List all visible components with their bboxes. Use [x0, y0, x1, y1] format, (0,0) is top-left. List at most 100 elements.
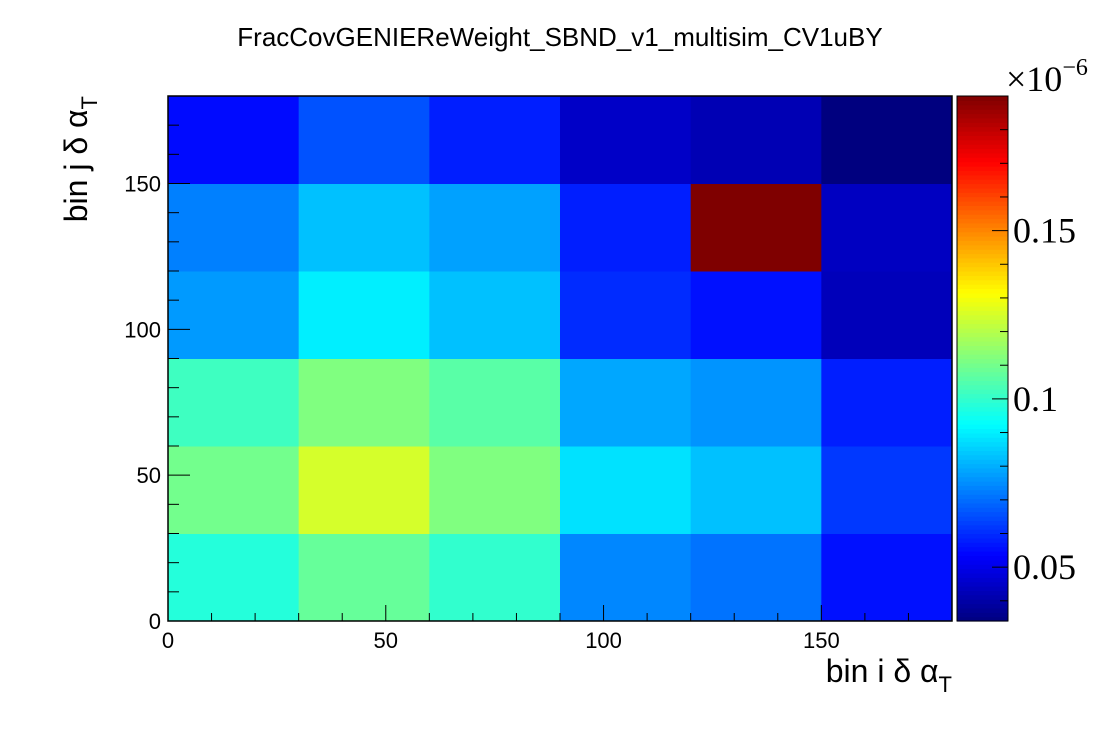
colorbar-segment	[957, 494, 1008, 500]
heatmap-cell-1-2	[298, 358, 430, 447]
colorbar-segment	[957, 603, 1008, 609]
color-scale-bar: 0.05 0.1 0.15	[956, 95, 1076, 622]
colorbar-segment	[957, 489, 1008, 495]
heatmap-cell-3-2	[560, 358, 692, 447]
heatmap-cell-1-4	[298, 183, 430, 272]
colorbar-segment	[957, 306, 1008, 311]
x-tick-label-2: 100	[585, 628, 622, 653]
colorbar-segment	[957, 594, 1008, 600]
colorbar-segment	[957, 131, 1008, 136]
colorbar-segment	[957, 236, 1008, 241]
colorbar-segment	[957, 279, 1008, 285]
colorbar-segment	[957, 345, 1008, 351]
colorbar-segment	[957, 187, 1008, 193]
colorbar-segment	[957, 380, 1008, 386]
heatmap-cell-3-0	[560, 533, 692, 622]
heatmap-cell-0-2	[168, 358, 300, 447]
heatmap-cell-2-2	[429, 358, 561, 447]
y-tick-label-3: 150	[124, 172, 161, 197]
colorbar-segment	[957, 389, 1008, 395]
colorbar-segment	[957, 201, 1008, 206]
colorbar-segment	[957, 459, 1008, 465]
x-tick-label-1: 50	[374, 628, 398, 653]
x-axis-label: bin i δ αT	[826, 653, 952, 697]
colorbar-segment	[957, 341, 1008, 346]
colorbar-segment	[957, 288, 1008, 294]
colorbar-segment	[957, 428, 1008, 434]
heatmap-cell-1-1	[298, 446, 430, 534]
heatmap-cell-2-1	[429, 446, 561, 534]
colorbar-segment	[957, 568, 1008, 574]
colorbar-segment	[957, 310, 1008, 316]
colorbar-segment	[957, 196, 1008, 202]
colorbar-segment	[957, 122, 1008, 128]
colorbar-segment	[957, 551, 1008, 556]
colorbar-segment	[957, 546, 1008, 552]
z-exponent-power: −6	[1062, 55, 1088, 81]
colorbar-segment	[957, 354, 1008, 360]
heatmap-cell-5-0	[821, 533, 953, 622]
colorbar-segment	[957, 599, 1008, 605]
y-axis-label: bin j δ αT	[58, 96, 102, 222]
colorbar-segment	[957, 376, 1008, 381]
y-tick-label-2: 100	[124, 317, 161, 342]
colorbar-segment	[957, 144, 1008, 150]
colorbar-segment	[957, 227, 1008, 233]
colorbar-segment	[957, 371, 1008, 377]
colorbar-segment	[957, 507, 1008, 513]
colorbar-segment	[957, 104, 1008, 110]
colorbar-segment	[957, 266, 1008, 272]
y-tick-label-1: 50	[137, 463, 161, 488]
colorbar-segment	[957, 166, 1008, 171]
heatmap-cell-4-5	[690, 96, 822, 184]
colorbar-segment	[957, 537, 1008, 543]
colorbar-segment	[957, 262, 1008, 268]
colorbar-segment	[957, 581, 1008, 587]
y-axis-label-group: bin j δ αT	[58, 96, 102, 222]
colorbar-segment	[957, 590, 1008, 596]
x-tick-label-3: 150	[803, 628, 840, 653]
colorbar-segment	[957, 244, 1008, 250]
colorbar-segment	[957, 336, 1008, 342]
colorbar-segment	[957, 157, 1008, 163]
heatmap-cell-2-0	[429, 533, 561, 622]
colorbar-segment	[957, 411, 1008, 416]
colorbar-segment	[957, 214, 1008, 220]
colorbar-segment	[957, 481, 1008, 486]
heatmap-cell-5-2	[821, 358, 953, 447]
colorbar-segment	[957, 511, 1008, 517]
heatmap-cell-5-1	[821, 446, 953, 534]
colorbar-segment	[957, 314, 1008, 320]
colorbar-segment	[957, 424, 1008, 430]
x-tick-label-0: 0	[162, 628, 174, 653]
colorbar-segment	[957, 174, 1008, 180]
colorbar-segment	[957, 179, 1008, 185]
heatmap-cell-3-3	[560, 271, 692, 359]
colorbar-segment	[957, 572, 1008, 578]
colorbar-segment	[957, 109, 1008, 115]
colorbar-segment	[957, 275, 1008, 281]
colorbar-segment	[957, 406, 1008, 412]
colorbar-segment	[957, 555, 1008, 561]
colorbar-segment	[957, 432, 1008, 438]
heatmap-cell-5-5	[821, 96, 953, 184]
colorbar-segment	[957, 362, 1008, 368]
colorbar-segment	[957, 607, 1008, 613]
colorbar-segment	[957, 564, 1008, 570]
z-exponent-base: ×10	[1006, 59, 1062, 99]
colorbar-segment	[957, 205, 1008, 211]
heatmap-cells	[168, 96, 953, 622]
colorbar-segment	[957, 520, 1008, 526]
colorbar-segment	[957, 292, 1008, 298]
colorbar-segment	[957, 419, 1008, 425]
colorbar-segment	[957, 297, 1008, 303]
colorbar-segment	[957, 113, 1008, 119]
colorbar-segment	[957, 100, 1008, 106]
colorbar-segment	[957, 397, 1008, 403]
colorbar-segment	[957, 249, 1008, 255]
heatmap-cell-4-4	[690, 183, 822, 272]
colorbar-segment	[957, 327, 1008, 333]
x-axis-label-sub: T	[939, 672, 952, 697]
colorbar-segment	[957, 271, 1008, 276]
colorbar-segment	[957, 586, 1008, 591]
